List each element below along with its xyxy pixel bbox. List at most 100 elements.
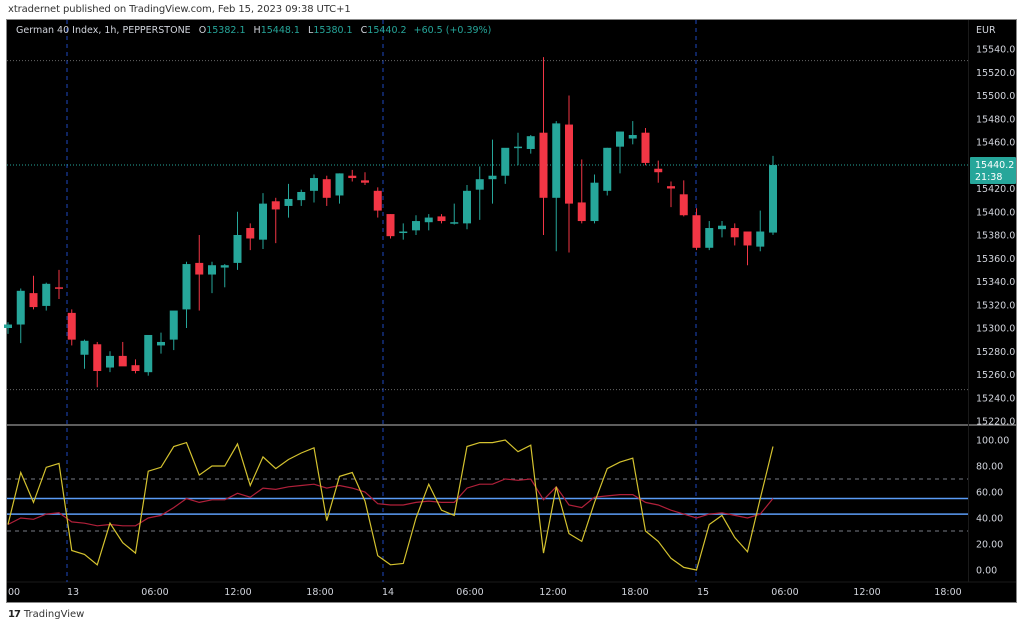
bar-countdown: 21:38 xyxy=(975,172,1002,183)
candle xyxy=(450,222,459,224)
candle xyxy=(220,265,229,268)
time-tick: 00 xyxy=(8,587,20,598)
time-tick: 12:00 xyxy=(224,587,251,598)
candle xyxy=(322,179,331,198)
candle xyxy=(42,283,51,306)
symbol-title[interactable]: German 40 Index, 1h, PEPPERSTONE xyxy=(16,25,191,36)
time-tick: 13 xyxy=(67,587,79,598)
candle xyxy=(195,262,204,275)
candle xyxy=(361,180,369,183)
price-tick: 15220.0 xyxy=(976,417,1015,428)
last-price-badge xyxy=(970,157,1016,185)
candle xyxy=(246,228,255,239)
candle xyxy=(297,191,306,201)
candle xyxy=(271,201,280,210)
osc-tick: 80.00 xyxy=(976,462,1003,473)
svg-text:15440.2: 15440.2 xyxy=(975,160,1014,171)
candle xyxy=(29,293,38,308)
candle xyxy=(463,190,471,224)
candle xyxy=(705,228,714,248)
candle xyxy=(4,324,12,328)
price-tick: 15460.0 xyxy=(976,138,1015,149)
change-value: +60.5 (+0.39%) xyxy=(413,25,492,36)
currency-label: EUR xyxy=(976,25,996,36)
time-tick: 18:00 xyxy=(621,587,648,598)
price-tick: 15240.0 xyxy=(976,393,1015,404)
candle xyxy=(386,214,395,237)
brand-name[interactable]: TradingView xyxy=(23,609,85,620)
price-tick: 15260.0 xyxy=(976,370,1015,381)
candle xyxy=(501,147,510,176)
candle xyxy=(106,355,114,368)
candle xyxy=(552,123,561,198)
candle xyxy=(16,290,25,325)
high-value: 15448.1 xyxy=(260,25,300,36)
low-value: 15380.1 xyxy=(313,25,353,36)
open-value: 15382.1 xyxy=(206,25,246,36)
candle xyxy=(169,310,178,340)
candle xyxy=(577,202,586,222)
time-tick: 12:00 xyxy=(539,587,566,598)
time-tick: 18:00 xyxy=(306,587,333,598)
candle xyxy=(93,344,102,372)
time-tick: 15 xyxy=(697,587,709,598)
price-tick: 15520.0 xyxy=(976,68,1015,79)
candle xyxy=(259,203,267,240)
candle xyxy=(590,182,599,222)
candle xyxy=(679,194,688,216)
candle xyxy=(182,264,191,310)
series-legend: German 40 Index, 1h, PEPPERSTONE O15382.… xyxy=(16,25,492,36)
candle xyxy=(565,124,573,204)
osc-tick: 60.00 xyxy=(976,488,1003,499)
candle xyxy=(284,198,293,206)
candle xyxy=(603,147,612,191)
price-tick: 15420.0 xyxy=(976,184,1015,195)
time-tick: 18:00 xyxy=(934,587,961,598)
candle xyxy=(157,341,165,346)
candle xyxy=(67,312,76,340)
candle xyxy=(654,168,663,173)
candle xyxy=(616,131,624,147)
candle xyxy=(348,175,357,179)
time-tick: 12:00 xyxy=(853,587,880,598)
candle xyxy=(769,165,777,233)
candle xyxy=(692,215,701,248)
candle xyxy=(514,146,522,149)
candle xyxy=(628,135,637,139)
candle xyxy=(756,231,765,247)
publisher-line: xtradernet published on TradingView.com,… xyxy=(8,4,351,15)
candle xyxy=(718,225,726,230)
osc-tick: 20.00 xyxy=(976,540,1003,551)
candle xyxy=(730,228,739,238)
candle xyxy=(144,334,153,373)
stoch-d-line xyxy=(7,478,774,527)
candlestick-series xyxy=(4,57,777,388)
candle xyxy=(475,179,484,190)
candle xyxy=(310,178,318,191)
candle xyxy=(118,355,127,367)
candle xyxy=(743,231,752,246)
candle xyxy=(335,173,344,196)
stoch-k-line xyxy=(7,439,774,571)
candle xyxy=(412,221,420,231)
candle xyxy=(641,132,650,163)
candle xyxy=(539,132,548,198)
candle xyxy=(131,365,140,372)
time-tick: 06:00 xyxy=(456,587,483,598)
candle xyxy=(208,265,216,275)
tradingview-logo-icon: 17 xyxy=(8,609,21,620)
candle xyxy=(526,136,535,149)
osc-tick: 40.00 xyxy=(976,514,1003,525)
candle xyxy=(437,216,446,222)
price-tick: 15540.0 xyxy=(976,45,1015,56)
candle xyxy=(667,186,675,189)
price-tick: 15280.0 xyxy=(976,347,1015,358)
time-tick: 14 xyxy=(382,587,394,598)
candle xyxy=(233,235,242,263)
candle xyxy=(55,287,63,289)
osc-tick: 0.00 xyxy=(976,566,997,577)
candle xyxy=(424,217,433,223)
candle xyxy=(399,231,408,234)
candle xyxy=(80,340,89,355)
